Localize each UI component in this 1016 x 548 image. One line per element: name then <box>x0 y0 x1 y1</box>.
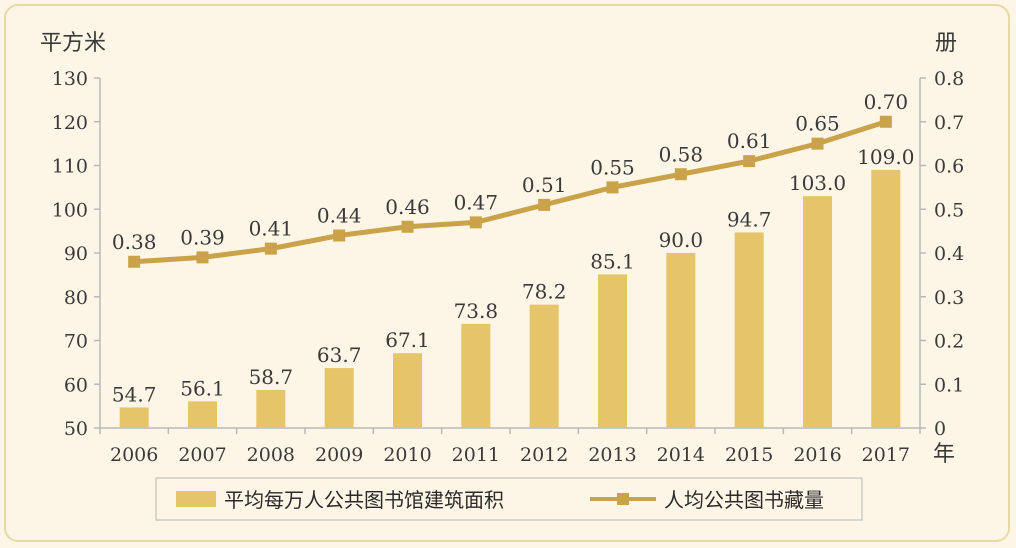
bar <box>598 274 627 428</box>
line-value-label: 0.58 <box>659 142 704 166</box>
x-tick-label: 2006 <box>110 444 158 466</box>
y-left-tick-label: 110 <box>52 156 88 178</box>
bar <box>529 304 559 428</box>
bar <box>461 323 491 428</box>
y-right-tick-label: 0.3 <box>934 287 964 309</box>
legend-box <box>155 477 863 521</box>
line-marker <box>674 168 687 181</box>
chart-frame <box>4 4 1010 542</box>
line-path <box>134 119 887 265</box>
line-value-label: 0.70 <box>864 90 909 114</box>
y-left-tick-label: 130 <box>52 68 88 90</box>
line-value-label: 0.38 <box>112 230 157 254</box>
x-tick-label: 2011 <box>452 444 500 466</box>
bar <box>666 253 696 428</box>
x-tick-label: 2013 <box>588 444 636 466</box>
y-left-tick-label: 90 <box>64 243 88 265</box>
line-marker <box>811 137 824 150</box>
legend-label-line: 人均公共图书藏量 <box>664 488 824 512</box>
line-marker <box>401 220 414 233</box>
bar-value-label: 90.0 <box>659 228 704 252</box>
legend: 平均每万人公共图书馆建筑面积 人均公共图书藏量 <box>155 477 863 521</box>
bar <box>734 232 764 428</box>
bar <box>256 389 286 428</box>
y-right-tick-label: 0.7 <box>934 112 964 134</box>
x-tick-label: 2007 <box>178 444 226 466</box>
line-value-label: 0.44 <box>317 204 362 228</box>
line-value-label: 0.55 <box>590 155 635 179</box>
y-right-unit: 册 <box>935 31 957 56</box>
line-marker <box>196 251 209 264</box>
line-marker <box>469 216 482 229</box>
x-tick-label: 2009 <box>315 444 363 466</box>
bar-value-label: 67.1 <box>385 328 430 352</box>
bar-value-label: 103.0 <box>789 171 846 195</box>
y-right-tick-label: 0.2 <box>934 331 964 353</box>
bar-value-label: 73.8 <box>454 299 499 323</box>
y-left-tick-label: 60 <box>64 374 88 396</box>
y-left-tick-label: 50 <box>64 418 88 440</box>
legend-marker-swatch <box>617 493 629 505</box>
bar-series <box>119 169 901 428</box>
line-value-label: 0.47 <box>454 190 499 214</box>
line-value-label: 0.41 <box>249 217 294 241</box>
y-right-tick-label: 0 <box>934 418 946 440</box>
line-marker <box>264 242 277 255</box>
line-value-label: 0.51 <box>522 173 567 197</box>
bar-value-label: 78.2 <box>522 280 567 304</box>
bar <box>803 196 832 428</box>
bar-value-label: 94.7 <box>727 207 772 231</box>
y-left-tick-label: 120 <box>52 112 88 134</box>
y-left-tick-label: 100 <box>52 199 88 221</box>
x-tick-label: 2017 <box>862 444 910 466</box>
line-series <box>128 115 892 268</box>
bar <box>871 169 901 428</box>
bar-value-label: 109.0 <box>857 145 914 169</box>
axes: 50 60 70 80 90 100 110 120 130 0 0.1 0.2 0.3 0.4 0.5 0.… <box>52 68 964 466</box>
x-tick-label: 2015 <box>725 444 773 466</box>
x-tick-label: 2008 <box>247 444 295 466</box>
x-tick-label: 2016 <box>793 444 841 466</box>
bar-value-label: 85.1 <box>590 249 635 273</box>
line-value-label: 0.39 <box>180 225 225 249</box>
line-value-label: 0.46 <box>385 195 430 219</box>
y-right-tick-label: 0.5 <box>934 199 964 221</box>
y-right-tick-label: 0.6 <box>934 156 964 178</box>
legend-label-bar: 平均每万人公共图书馆建筑面积 <box>224 488 504 512</box>
line-marker <box>333 229 346 242</box>
bar-value-label: 58.7 <box>249 365 294 389</box>
line-marker <box>879 115 892 128</box>
bar-value-label: 54.7 <box>112 382 157 406</box>
line-marker <box>606 181 619 194</box>
y-right-tick-label: 0.1 <box>934 374 964 396</box>
y-left-tick-label: 80 <box>64 287 88 309</box>
bar <box>188 401 217 428</box>
line-value-label: 0.61 <box>727 129 772 153</box>
bar-value-label: 63.7 <box>317 343 362 367</box>
bar <box>119 407 149 428</box>
data-labels: 54.7 56.1 58.7 63.7 67.1 73.8 78.2 85.1 90.0 94.7… <box>112 90 915 407</box>
y-right-tick-label: 0.4 <box>934 243 964 265</box>
line-marker <box>128 255 141 268</box>
bar <box>393 353 422 428</box>
line-value-label: 0.65 <box>795 112 840 136</box>
bar-value-label: 56.1 <box>180 376 225 400</box>
legend-swatch-bar <box>176 491 216 507</box>
y-left-tick-label: 70 <box>64 331 88 353</box>
line-marker <box>743 155 756 168</box>
x-unit: 年 <box>933 442 955 467</box>
bar <box>324 368 354 428</box>
y-left-unit: 平方米 <box>40 31 106 56</box>
x-tick-label: 2012 <box>520 444 568 466</box>
x-tick-label: 2010 <box>383 444 431 466</box>
y-right-tick-label: 0.8 <box>934 68 964 90</box>
x-tick-label: 2014 <box>657 444 705 466</box>
line-marker <box>538 198 551 211</box>
